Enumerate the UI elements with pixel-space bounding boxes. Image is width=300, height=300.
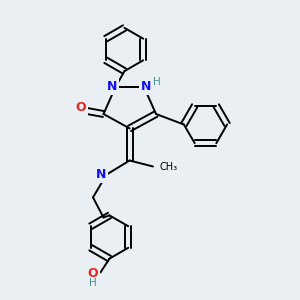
- Text: N: N: [106, 80, 117, 93]
- Text: H: H: [153, 76, 160, 87]
- Text: O: O: [75, 101, 86, 114]
- Text: N: N: [96, 167, 106, 181]
- Text: CH₃: CH₃: [160, 162, 178, 172]
- Text: N: N: [141, 80, 152, 93]
- Text: O: O: [88, 267, 98, 280]
- Text: H: H: [89, 278, 97, 288]
